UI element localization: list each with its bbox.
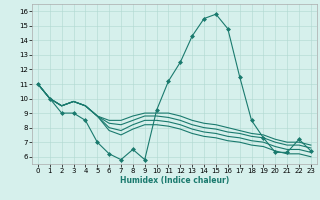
X-axis label: Humidex (Indice chaleur): Humidex (Indice chaleur) (120, 176, 229, 185)
